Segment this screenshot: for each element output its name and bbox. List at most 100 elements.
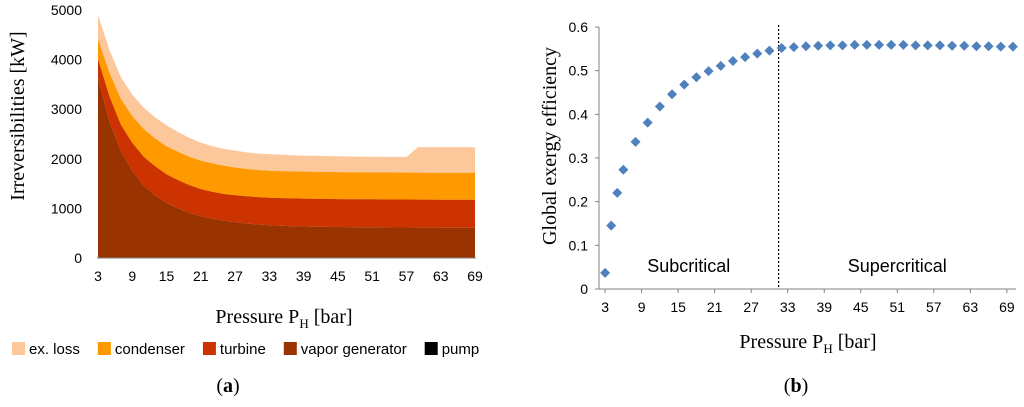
x-tick-label: 63: [433, 268, 449, 284]
area-ex-loss: [98, 15, 475, 173]
x-tick-label: 57: [926, 299, 942, 315]
x-tick-label: 15: [670, 299, 686, 315]
data-point: [764, 45, 775, 56]
data-point: [947, 40, 958, 51]
data-point: [813, 40, 824, 51]
data-point: [630, 136, 641, 147]
legend-item: ex. loss: [12, 341, 80, 358]
y-tick-label: 3000: [51, 101, 82, 117]
legend-item: vapor generator: [283, 341, 407, 358]
data-point: [971, 41, 982, 52]
legend-label: pump: [442, 341, 480, 358]
area-layers: [98, 15, 475, 258]
x-tick-label: 39: [296, 268, 312, 284]
data-point: [837, 40, 848, 51]
x-tick-label: 33: [780, 299, 796, 315]
y-tick-label: 1000: [51, 200, 82, 216]
legend-swatch: [202, 342, 216, 355]
area-turbine: [98, 59, 475, 228]
legend-item: turbine: [202, 341, 266, 358]
x-tick-labels: 3 9 15 21 27 33 39 45 51 57 63 69: [94, 268, 483, 284]
legend-label: turbine: [220, 341, 266, 358]
x-tick-label: 15: [159, 268, 175, 284]
x-tick-label: 9: [638, 299, 646, 315]
data-point: [825, 40, 836, 51]
data-point: [618, 164, 629, 175]
x-tick-label: 9: [128, 268, 136, 284]
y-tick-labels: 0 0.1 0.2 0.3 0.4 0.5 0.6: [569, 19, 599, 297]
data-point: [910, 40, 921, 51]
x-tick-label: 51: [364, 268, 380, 284]
legend-label: ex. loss: [29, 341, 80, 358]
data-point: [898, 39, 909, 50]
area-vapor-generator: [98, 78, 475, 258]
panel-b-chart: 00.10.20.30.40.50.6 3 9 15 21 27 33 39 45 51 57 63…: [539, 19, 1018, 397]
legend-label: condenser: [115, 341, 185, 358]
subcritical-label: Subcritical: [647, 256, 730, 276]
data-point: [1007, 41, 1018, 52]
data-point: [788, 42, 799, 53]
x-tick-label: 45: [330, 268, 346, 284]
y-tick-label: 5000: [51, 2, 82, 18]
y-tick-labels: 0 1000 2000 3000 4000 5000: [51, 2, 82, 266]
data-point: [667, 89, 678, 100]
y-tick-label: 0.3: [569, 150, 589, 166]
x-tick-label: 27: [743, 299, 759, 315]
x-tick-label: 45: [853, 299, 869, 315]
data-point: [934, 40, 945, 51]
y-axis-label: Global exergy efficiency: [539, 47, 561, 245]
data-point: [612, 187, 623, 198]
x-tick-labels: 3 9 15 21 27 33 39 45 51 57 63 69: [601, 289, 1015, 315]
data-point: [959, 40, 970, 51]
data-point: [752, 48, 763, 59]
legend-item: pump: [424, 341, 480, 358]
data-point: [849, 39, 860, 50]
x-tick-label: 51: [890, 299, 906, 315]
x-tick-label: 21: [707, 299, 723, 315]
y-tick-label: 0.1: [569, 237, 589, 253]
data-point: [642, 117, 653, 128]
x-tick-label: 63: [963, 299, 979, 315]
x-axis-label: Pressure PH [bar]: [215, 306, 352, 331]
data-point: [654, 101, 665, 112]
data-point: [740, 52, 751, 63]
data-point: [800, 41, 811, 52]
y-tick-label: 0.4: [569, 106, 589, 122]
legend-item: condenser: [97, 341, 185, 358]
data-point: [983, 41, 994, 52]
x-tick-label: 33: [262, 268, 278, 284]
x-tick-label: 21: [193, 268, 209, 284]
area-condenser: [98, 39, 475, 200]
x-tick-label: 69: [467, 268, 483, 284]
data-points: [600, 39, 1018, 278]
y-tick-label: 0.6: [569, 19, 589, 35]
legend-swatch: [12, 342, 25, 355]
data-point: [679, 79, 690, 90]
caption-a: (a): [216, 375, 239, 397]
y-tick-label: 4000: [51, 52, 82, 68]
y-tick-label: 0.5: [569, 63, 589, 79]
supercritical-label: Supercritical: [848, 256, 947, 276]
x-tick-label: 69: [999, 299, 1015, 315]
data-point: [727, 56, 738, 67]
legend-swatch: [97, 342, 111, 355]
data-point: [874, 39, 885, 50]
y-tick-label: 0.2: [569, 194, 589, 210]
y-tick-label: 0: [580, 281, 588, 297]
x-tick-label: 57: [399, 268, 415, 284]
legend: ex. loss condenser turbine vapor generator p…: [12, 341, 479, 358]
caption-b: (b): [784, 375, 808, 397]
x-tick-label: 39: [816, 299, 832, 315]
data-point: [922, 40, 933, 51]
data-point: [861, 39, 872, 50]
x-tick-label: 3: [94, 268, 102, 284]
data-point: [776, 42, 787, 53]
data-point: [995, 41, 1006, 52]
data-point: [606, 220, 617, 231]
y-tick-label: 0: [74, 250, 82, 266]
data-point: [703, 66, 714, 77]
y-axis-label: Irreversibilities [kW]: [7, 31, 29, 200]
data-point: [691, 72, 702, 83]
legend-swatch: [283, 342, 297, 355]
